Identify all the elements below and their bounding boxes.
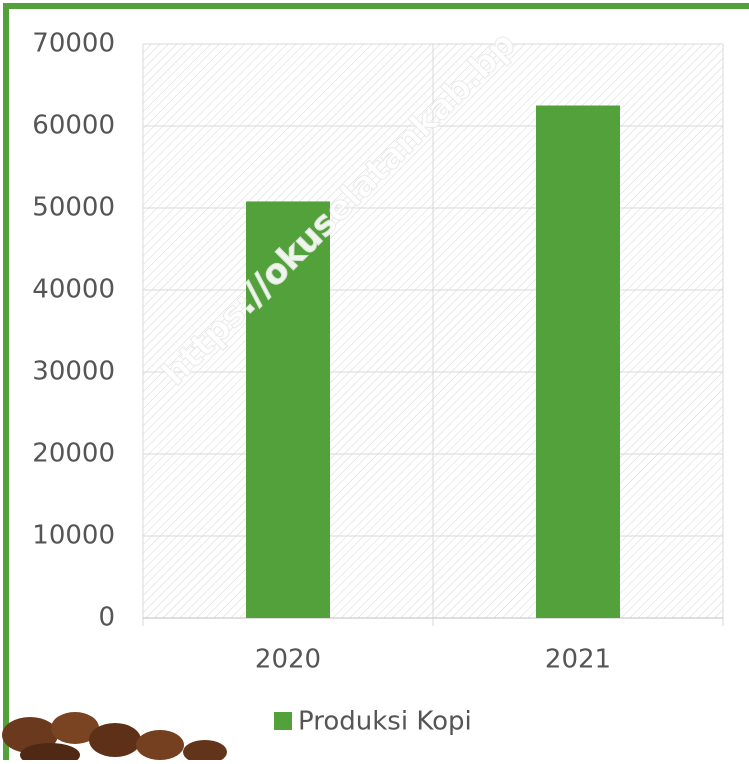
y-tick-label: 0 — [98, 603, 115, 633]
y-tick-label: 10000 — [32, 521, 115, 551]
legend-swatch — [274, 712, 292, 730]
x-tick-label: 2020 — [255, 645, 321, 675]
bar — [246, 201, 330, 618]
y-tick-label: 60000 — [32, 111, 115, 141]
frame-left — [3, 3, 9, 760]
legend-label: Produksi Kopi — [298, 707, 472, 737]
y-tick-label: 30000 — [32, 357, 115, 387]
y-tick-label: 50000 — [32, 193, 115, 223]
frame-top — [3, 3, 749, 9]
x-tick-label: 2021 — [545, 645, 611, 675]
y-tick-label: 70000 — [32, 29, 115, 59]
bar — [536, 105, 620, 618]
coffee-beans — [2, 712, 227, 764]
y-tick-label: 20000 — [32, 439, 115, 469]
y-tick-label: 40000 — [32, 275, 115, 305]
